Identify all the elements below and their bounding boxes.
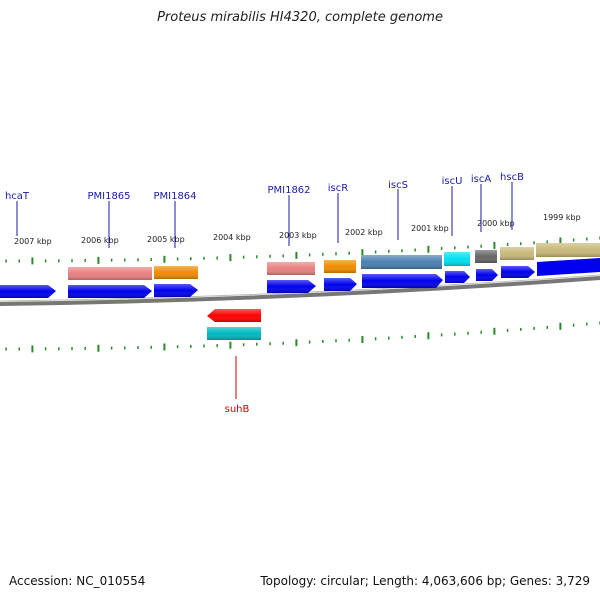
scale-labels: 2007 kbp 2006 kbp 2005 kbp 2004 kbp 2003…: [14, 213, 581, 246]
scale-label: 2006 kbp: [81, 236, 119, 245]
cds-track-reverse: [207, 309, 261, 322]
gene-leader-lines: [16, 182, 513, 399]
gene-label-iscS[interactable]: iscS: [388, 180, 408, 191]
gene-label-hscB[interactable]: hscB: [500, 172, 524, 183]
gene-label-iscR[interactable]: iscR: [328, 183, 348, 194]
gene-label-PMI1864[interactable]: PMI1864: [153, 191, 196, 202]
scale-label: 2002 kbp: [345, 228, 383, 237]
cds-track-forward: [0, 258, 600, 298]
genome-backbone: [0, 276, 600, 306]
cds-shading: [0, 266, 535, 298]
scale-label: 2004 kbp: [213, 233, 251, 242]
feature-track: [68, 243, 600, 340]
gene-label-hcaT[interactable]: hcaT: [5, 191, 30, 202]
cds-shading: [207, 309, 261, 322]
scale-label: 2007 kbp: [14, 237, 52, 246]
scale-ticks-inner: [5, 321, 600, 353]
scale-label: 2005 kbp: [147, 235, 185, 244]
gene-label-PMI1862[interactable]: PMI1862: [267, 185, 310, 196]
scale-label: 2003 kbp: [279, 231, 317, 240]
cds-arrow[interactable]: [537, 258, 600, 276]
accession-text: Accession: NC_010554: [9, 574, 146, 588]
gene-label-PMI1865[interactable]: PMI1865: [87, 191, 130, 202]
feature-shading: [68, 243, 600, 340]
gene-label-iscU[interactable]: iscU: [442, 176, 463, 187]
scale-label: 1999 kbp: [543, 213, 581, 222]
gene-label-iscA[interactable]: iscA: [471, 174, 491, 185]
map-title: Proteus mirabilis HI4320, complete genom…: [157, 10, 443, 25]
scale-label: 2001 kbp: [411, 224, 449, 233]
scale-ticks-outer: [5, 236, 600, 265]
gene-label-suhB[interactable]: suhB: [225, 404, 250, 415]
scale-label: 2000 kbp: [477, 219, 515, 228]
genome-summary-text: Topology: circular; Length: 4,063,606 bp…: [260, 574, 590, 588]
gene-labels: hcaT PMI1865 PMI1864 PMI1862 iscR iscS i…: [5, 172, 524, 415]
